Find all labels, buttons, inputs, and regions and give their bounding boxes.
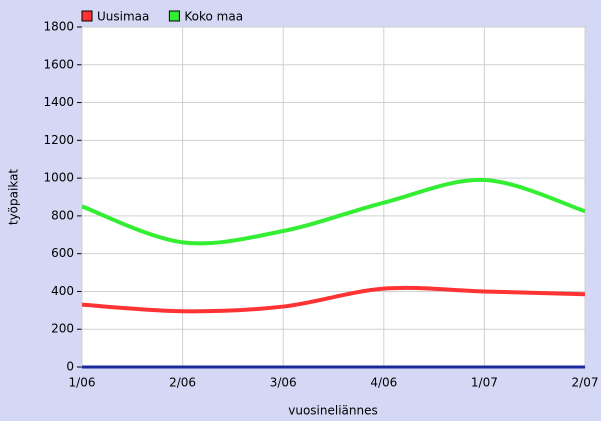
y-tick-label: 600 xyxy=(51,246,74,260)
y-tick-label: 1400 xyxy=(43,95,74,109)
x-tick-label: 2/06 xyxy=(169,376,196,390)
plot-area xyxy=(81,26,586,368)
x-tick-label: 2/07 xyxy=(572,376,599,390)
legend-swatch xyxy=(81,10,93,22)
x-tick-label: 3/06 xyxy=(270,376,297,390)
y-tick-label: 800 xyxy=(51,208,74,222)
x-tick-label: 1/06 xyxy=(69,376,96,390)
y-tick-label: 1000 xyxy=(43,171,74,185)
y-tick-label: 1800 xyxy=(43,20,74,34)
x-tick-label: 1/07 xyxy=(471,376,498,390)
y-axis-label: työpaikat xyxy=(7,169,21,226)
legend-label: Uusimaa xyxy=(97,10,149,24)
y-tick-label: 1200 xyxy=(43,133,74,147)
legend-label: Koko maa xyxy=(184,10,243,24)
x-axis-label: vuosineliännes xyxy=(288,404,378,418)
series-line xyxy=(81,285,586,314)
y-tick-label: 0 xyxy=(66,360,74,374)
y-tick-label: 400 xyxy=(51,284,74,298)
y-tick-label: 200 xyxy=(51,322,74,336)
x-tick-label: 4/06 xyxy=(370,376,397,390)
series-line xyxy=(81,177,586,246)
y-tick-label: 1600 xyxy=(43,57,74,71)
legend-swatch xyxy=(168,10,180,22)
